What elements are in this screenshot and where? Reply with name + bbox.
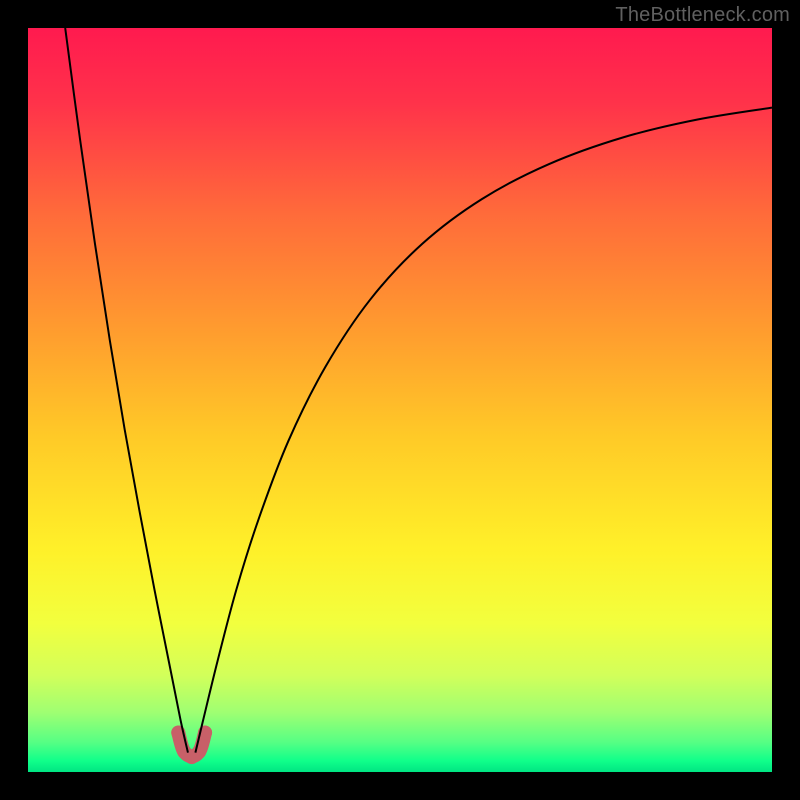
curve-layer <box>28 28 772 772</box>
watermark-text: TheBottleneck.com <box>615 4 790 27</box>
plot-area <box>28 28 772 772</box>
bottleneck-curve-left <box>65 28 188 753</box>
bottleneck-curve-right <box>195 108 772 753</box>
minimum-marker-dot <box>192 745 206 759</box>
